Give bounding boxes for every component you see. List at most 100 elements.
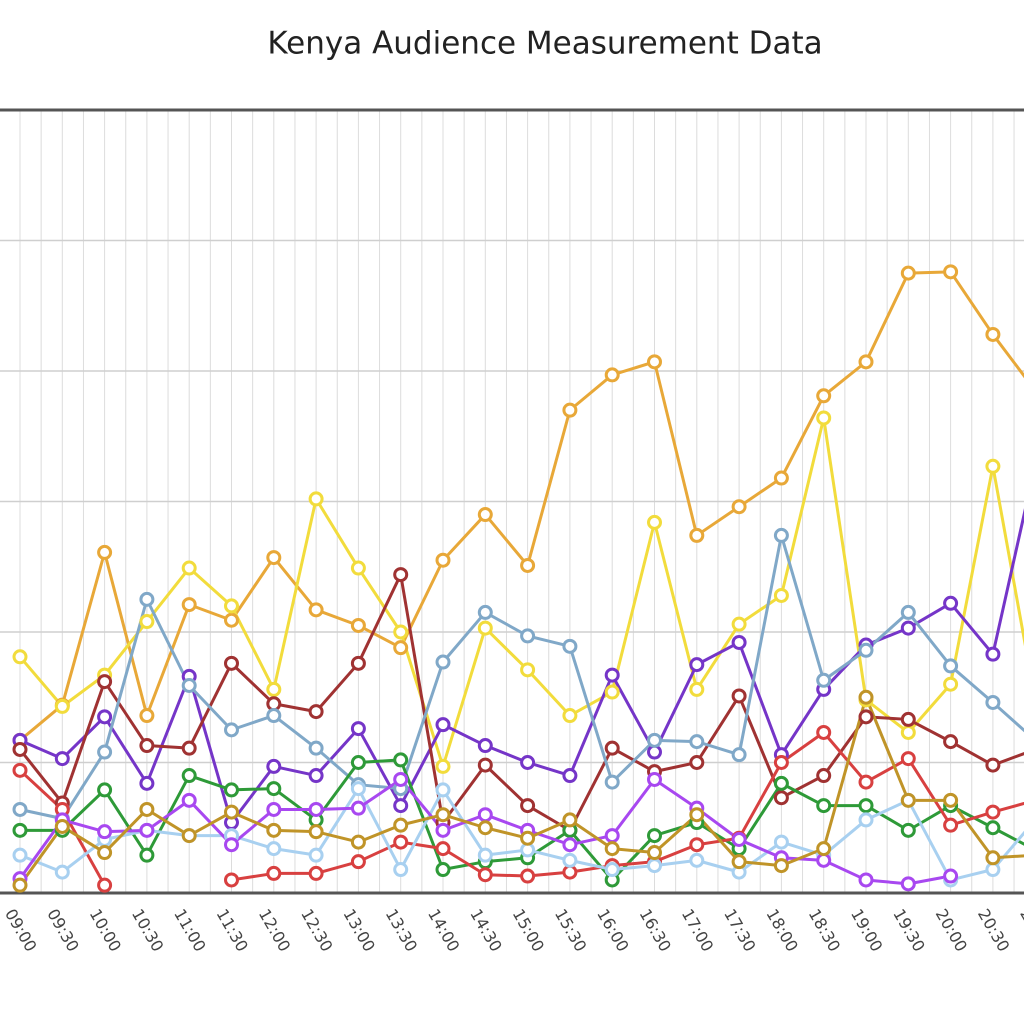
data-point <box>985 458 1001 474</box>
x-tick-label: 15:00 <box>509 906 549 955</box>
data-point <box>477 620 493 636</box>
plot-area <box>12 264 1024 893</box>
data-point <box>647 771 662 787</box>
data-point <box>393 862 409 878</box>
data-point <box>985 757 1001 773</box>
data-point <box>900 822 916 838</box>
data-point <box>689 681 705 697</box>
x-tick-label: 21:00 <box>1016 906 1024 955</box>
data-point <box>985 326 1001 342</box>
data-point <box>12 741 28 757</box>
x-tick-label: 20:00 <box>932 906 972 955</box>
data-point <box>435 717 451 733</box>
data-point <box>562 837 578 853</box>
data-point <box>604 774 620 790</box>
data-point <box>181 678 197 694</box>
data-point <box>54 698 70 714</box>
data-point <box>520 755 536 770</box>
x-tick-label: 13:00 <box>339 906 379 955</box>
data-point <box>647 732 662 748</box>
data-point <box>900 792 916 808</box>
data-point <box>477 757 493 773</box>
data-point <box>943 658 959 674</box>
data-point <box>97 824 113 840</box>
data-point <box>731 854 747 870</box>
data-point <box>858 642 874 658</box>
data-point <box>858 774 874 790</box>
data-point <box>266 865 282 881</box>
data-point <box>858 689 874 705</box>
data-point <box>181 768 197 784</box>
data-point <box>985 646 1001 662</box>
data-point <box>604 740 620 756</box>
data-point <box>689 755 705 770</box>
x-tick-label: 09:30 <box>43 906 83 955</box>
data-point <box>562 402 578 418</box>
data-point <box>477 738 493 754</box>
x-tick-label: 17:00 <box>678 906 718 955</box>
data-point <box>350 721 366 737</box>
data-point <box>731 499 747 515</box>
data-point <box>54 751 70 767</box>
data-point <box>12 762 28 778</box>
data-point <box>647 744 662 760</box>
data-point <box>604 667 620 683</box>
data-point <box>393 752 409 768</box>
data-point <box>350 854 366 870</box>
data-point <box>858 354 874 370</box>
data-point <box>985 820 1001 836</box>
data-point <box>54 818 70 834</box>
data-point <box>689 657 705 673</box>
chart-title: Kenya Audience Measurement Data <box>267 26 822 62</box>
data-point <box>816 410 832 426</box>
data-point <box>139 591 155 607</box>
x-tick-label: 14:00 <box>424 906 464 955</box>
data-point <box>350 560 366 576</box>
x-axis: 09:00 09:30 10:00 10:30 11:00 11:30 12:00 12:30… <box>1 906 1024 955</box>
data-point <box>647 514 662 530</box>
data-point <box>139 738 155 754</box>
data-point <box>308 602 324 618</box>
data-point <box>181 560 197 576</box>
data-point <box>477 507 493 523</box>
data-point <box>350 781 366 797</box>
data-point <box>985 850 1001 866</box>
data-point <box>773 527 789 543</box>
data-point <box>520 557 536 573</box>
x-tick-label: 14:30 <box>466 906 506 955</box>
data-point <box>604 841 620 857</box>
data-point <box>266 801 282 817</box>
x-tick-label: 18:30 <box>805 906 845 955</box>
data-point <box>393 798 409 814</box>
data-point <box>181 828 197 844</box>
data-point <box>12 801 28 817</box>
data-point <box>97 544 113 560</box>
data-point <box>224 782 239 798</box>
data-point <box>520 798 536 814</box>
data-point <box>435 654 451 670</box>
data-point <box>435 552 451 568</box>
data-point <box>308 740 324 756</box>
data-point <box>943 676 959 692</box>
data-point <box>816 388 832 404</box>
data-point <box>731 688 747 704</box>
data-point <box>266 781 282 797</box>
series-line <box>18 573 1024 832</box>
data-point <box>308 704 324 720</box>
data-point <box>520 830 536 846</box>
x-tick-label: 16:00 <box>593 906 633 955</box>
data-point <box>562 864 578 880</box>
x-tick-label: 10:00 <box>86 906 126 955</box>
data-point <box>985 804 1001 820</box>
x-tick-label: 19:00 <box>847 906 887 955</box>
data-point <box>900 724 916 740</box>
data-point <box>393 624 409 640</box>
data-point <box>12 847 28 863</box>
data-point <box>308 491 324 507</box>
data-point <box>816 672 832 688</box>
data-point <box>689 807 705 823</box>
data-point <box>224 655 239 671</box>
data-point <box>393 834 409 850</box>
